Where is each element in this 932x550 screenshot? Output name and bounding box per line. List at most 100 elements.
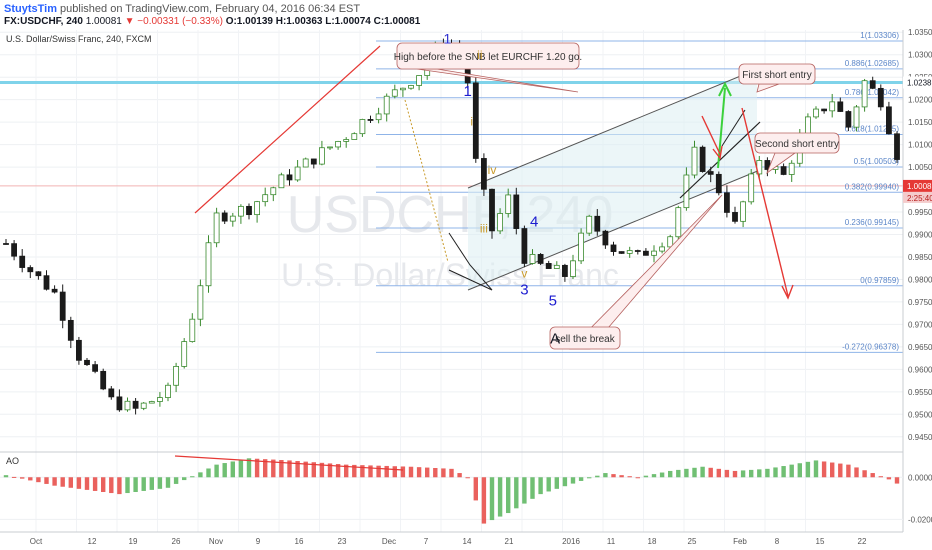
ao-bar (700, 466, 705, 478)
candle (375, 113, 382, 121)
candle (383, 95, 390, 115)
price-tick-label: 1.03000 (908, 51, 932, 60)
ao-bar (165, 477, 171, 488)
ao-bar (190, 476, 195, 478)
candle (189, 318, 196, 342)
candle (11, 243, 18, 257)
price-tick-label: 1.01000 (908, 141, 932, 150)
ao-bar (303, 461, 308, 478)
ao-bar (659, 472, 665, 478)
fib-level-label: 0.382(0.99940) (845, 182, 900, 191)
ao-bar (805, 461, 811, 478)
ao-bar (206, 468, 211, 478)
ao-bar (376, 465, 381, 478)
candle (359, 119, 366, 135)
ao-bar (554, 477, 559, 489)
candle (35, 271, 42, 277)
candle (237, 205, 244, 217)
ao-divergence-line (174, 455, 404, 471)
ao-bar (716, 468, 721, 478)
red-arrow-1 (701, 115, 721, 155)
ao-bar (854, 467, 859, 478)
ao-bar (538, 477, 543, 495)
candle (562, 264, 568, 277)
candle (578, 232, 584, 262)
ao-bar (830, 462, 835, 478)
ao-bar (263, 459, 268, 478)
time-tick-label: 26 (172, 537, 181, 546)
candle (278, 174, 285, 189)
price-axis (903, 30, 932, 532)
candle (861, 80, 868, 108)
candle (626, 250, 633, 254)
price-tick-label: 0.94500 (908, 433, 932, 442)
ao-bar (651, 474, 657, 478)
candle (853, 106, 860, 128)
candle (221, 212, 228, 222)
fib-level-label: 0.618(1.01225) (845, 125, 900, 134)
ao-bar (619, 475, 624, 478)
ao-bar (789, 464, 794, 478)
candle (732, 212, 738, 222)
ao-bar (489, 477, 495, 521)
time-tick-label: 8 (775, 537, 780, 546)
ao-bar (740, 470, 746, 478)
candle (59, 291, 66, 321)
ao-bar (368, 465, 373, 478)
time-tick-label: 9 (256, 537, 261, 546)
current-price-label: 1.00081 (907, 182, 932, 191)
fib-level-label: -0.272(0.96378) (842, 342, 899, 351)
ao-bar (60, 477, 65, 487)
candle (877, 87, 884, 108)
candle (294, 166, 301, 181)
ao-bar (149, 477, 154, 490)
time-tick-label: Dec (382, 537, 396, 546)
time-tick-label: 18 (648, 537, 657, 546)
ao-tick-label: 0.0000 (908, 473, 932, 482)
callout-second (754, 132, 840, 154)
published-text: published on TradingView.com, February 0… (60, 3, 361, 15)
ao-bar (692, 467, 697, 478)
candle (837, 101, 844, 112)
wave-1-label: 1 (464, 83, 472, 100)
channel-fill (468, 70, 757, 290)
ao-bar (643, 475, 649, 478)
ao-bar (141, 477, 146, 491)
wave-v-label: v (521, 267, 527, 281)
time-tick-label: 23 (338, 537, 347, 546)
chart-header: StuytsTim published on TradingView.com, … (0, 0, 932, 30)
red-arrowhead-2 (781, 284, 794, 300)
ao-bar (425, 467, 430, 478)
ao-bar (514, 477, 519, 509)
candle (586, 215, 593, 234)
fib-level-label: 0(0.97859) (860, 276, 899, 285)
candle (505, 194, 512, 214)
ao-bar (684, 468, 689, 478)
candle (545, 263, 552, 269)
candle (76, 339, 82, 361)
candle (391, 89, 398, 97)
author-link[interactable]: StuytsTim (4, 3, 57, 15)
candle (165, 384, 171, 398)
ao-bar (724, 469, 730, 478)
candle (92, 364, 98, 372)
ao-bar (603, 473, 608, 478)
ao-bar (773, 467, 778, 478)
time-tick-label: 19 (129, 537, 138, 546)
candle (813, 108, 819, 118)
ohlc-low: L:1.00074 (325, 16, 371, 27)
ao-bar (416, 467, 422, 478)
candle (351, 133, 358, 140)
candle (262, 194, 269, 203)
ao-bar (457, 473, 462, 478)
candle (116, 396, 123, 411)
fib-level-label: 0.886(1.02685) (845, 59, 900, 68)
candle (140, 402, 147, 409)
ao-bar (246, 458, 252, 478)
time-tick-label: 16 (295, 537, 304, 546)
candle (537, 254, 544, 264)
